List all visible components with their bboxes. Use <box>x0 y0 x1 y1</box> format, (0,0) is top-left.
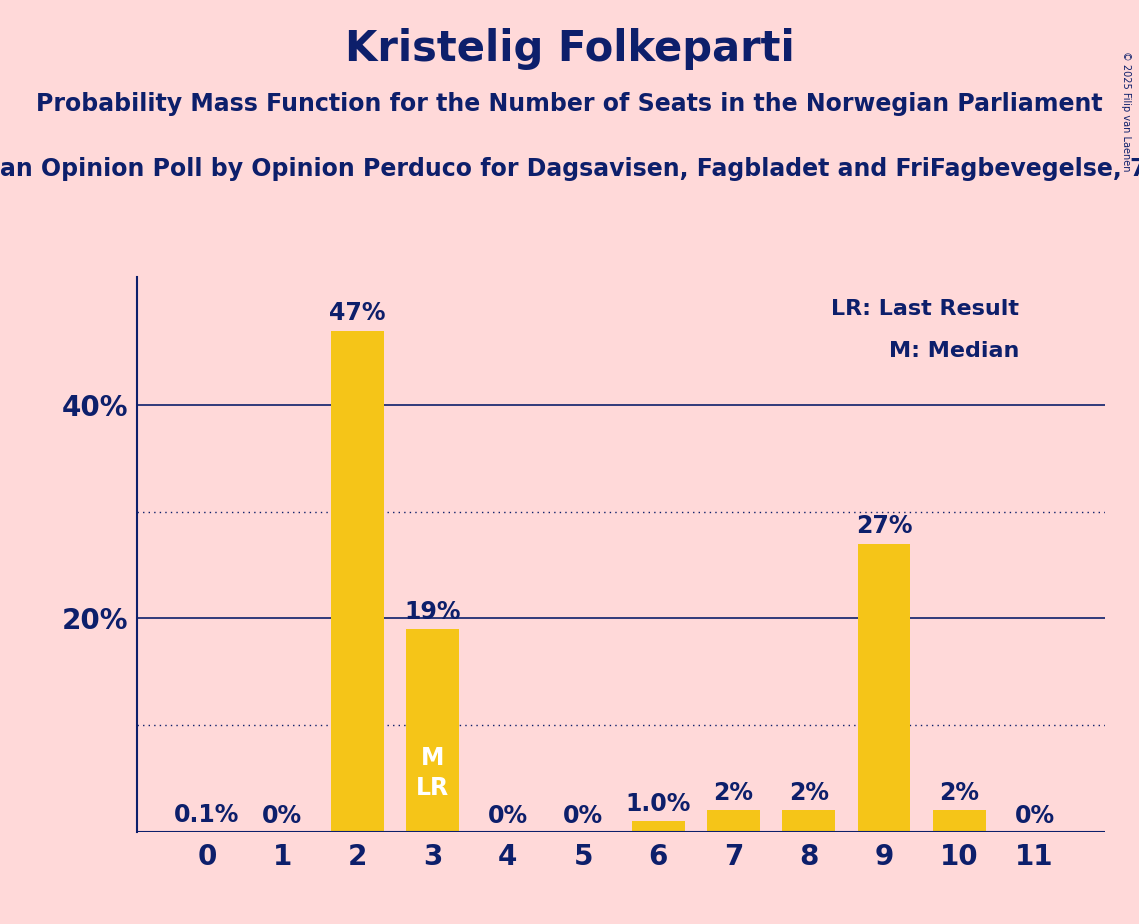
Bar <box>933 810 985 832</box>
Text: 1.0%: 1.0% <box>625 792 691 816</box>
Bar <box>632 821 685 832</box>
Bar <box>858 543 910 832</box>
Bar <box>782 810 835 832</box>
Text: Probability Mass Function for the Number of Seats in the Norwegian Parliament: Probability Mass Function for the Number… <box>36 92 1103 116</box>
Text: 2%: 2% <box>940 781 980 805</box>
Text: 47%: 47% <box>329 301 386 325</box>
Bar <box>331 331 384 832</box>
Text: 0%: 0% <box>487 805 528 829</box>
Text: 0%: 0% <box>563 805 604 829</box>
Text: 27%: 27% <box>855 515 912 539</box>
Bar <box>181 831 233 832</box>
Text: M
LR: M LR <box>416 746 449 800</box>
Bar <box>407 629 459 832</box>
Text: an Opinion Poll by Opinion Perduco for Dagsavisen, Fagbladet and FriFagbevegelse: an Opinion Poll by Opinion Perduco for D… <box>0 157 1139 181</box>
Text: M: Median: M: Median <box>890 341 1019 361</box>
Text: 19%: 19% <box>404 600 461 624</box>
Bar <box>707 810 760 832</box>
Text: 0%: 0% <box>1015 805 1055 829</box>
Text: 0%: 0% <box>262 805 302 829</box>
Text: LR: Last Result: LR: Last Result <box>831 298 1019 319</box>
Text: Kristelig Folkeparti: Kristelig Folkeparti <box>345 28 794 69</box>
Text: © 2025 Filip van Laenen: © 2025 Filip van Laenen <box>1121 51 1131 171</box>
Text: 2%: 2% <box>714 781 754 805</box>
Text: 2%: 2% <box>789 781 829 805</box>
Text: 0.1%: 0.1% <box>174 803 239 827</box>
